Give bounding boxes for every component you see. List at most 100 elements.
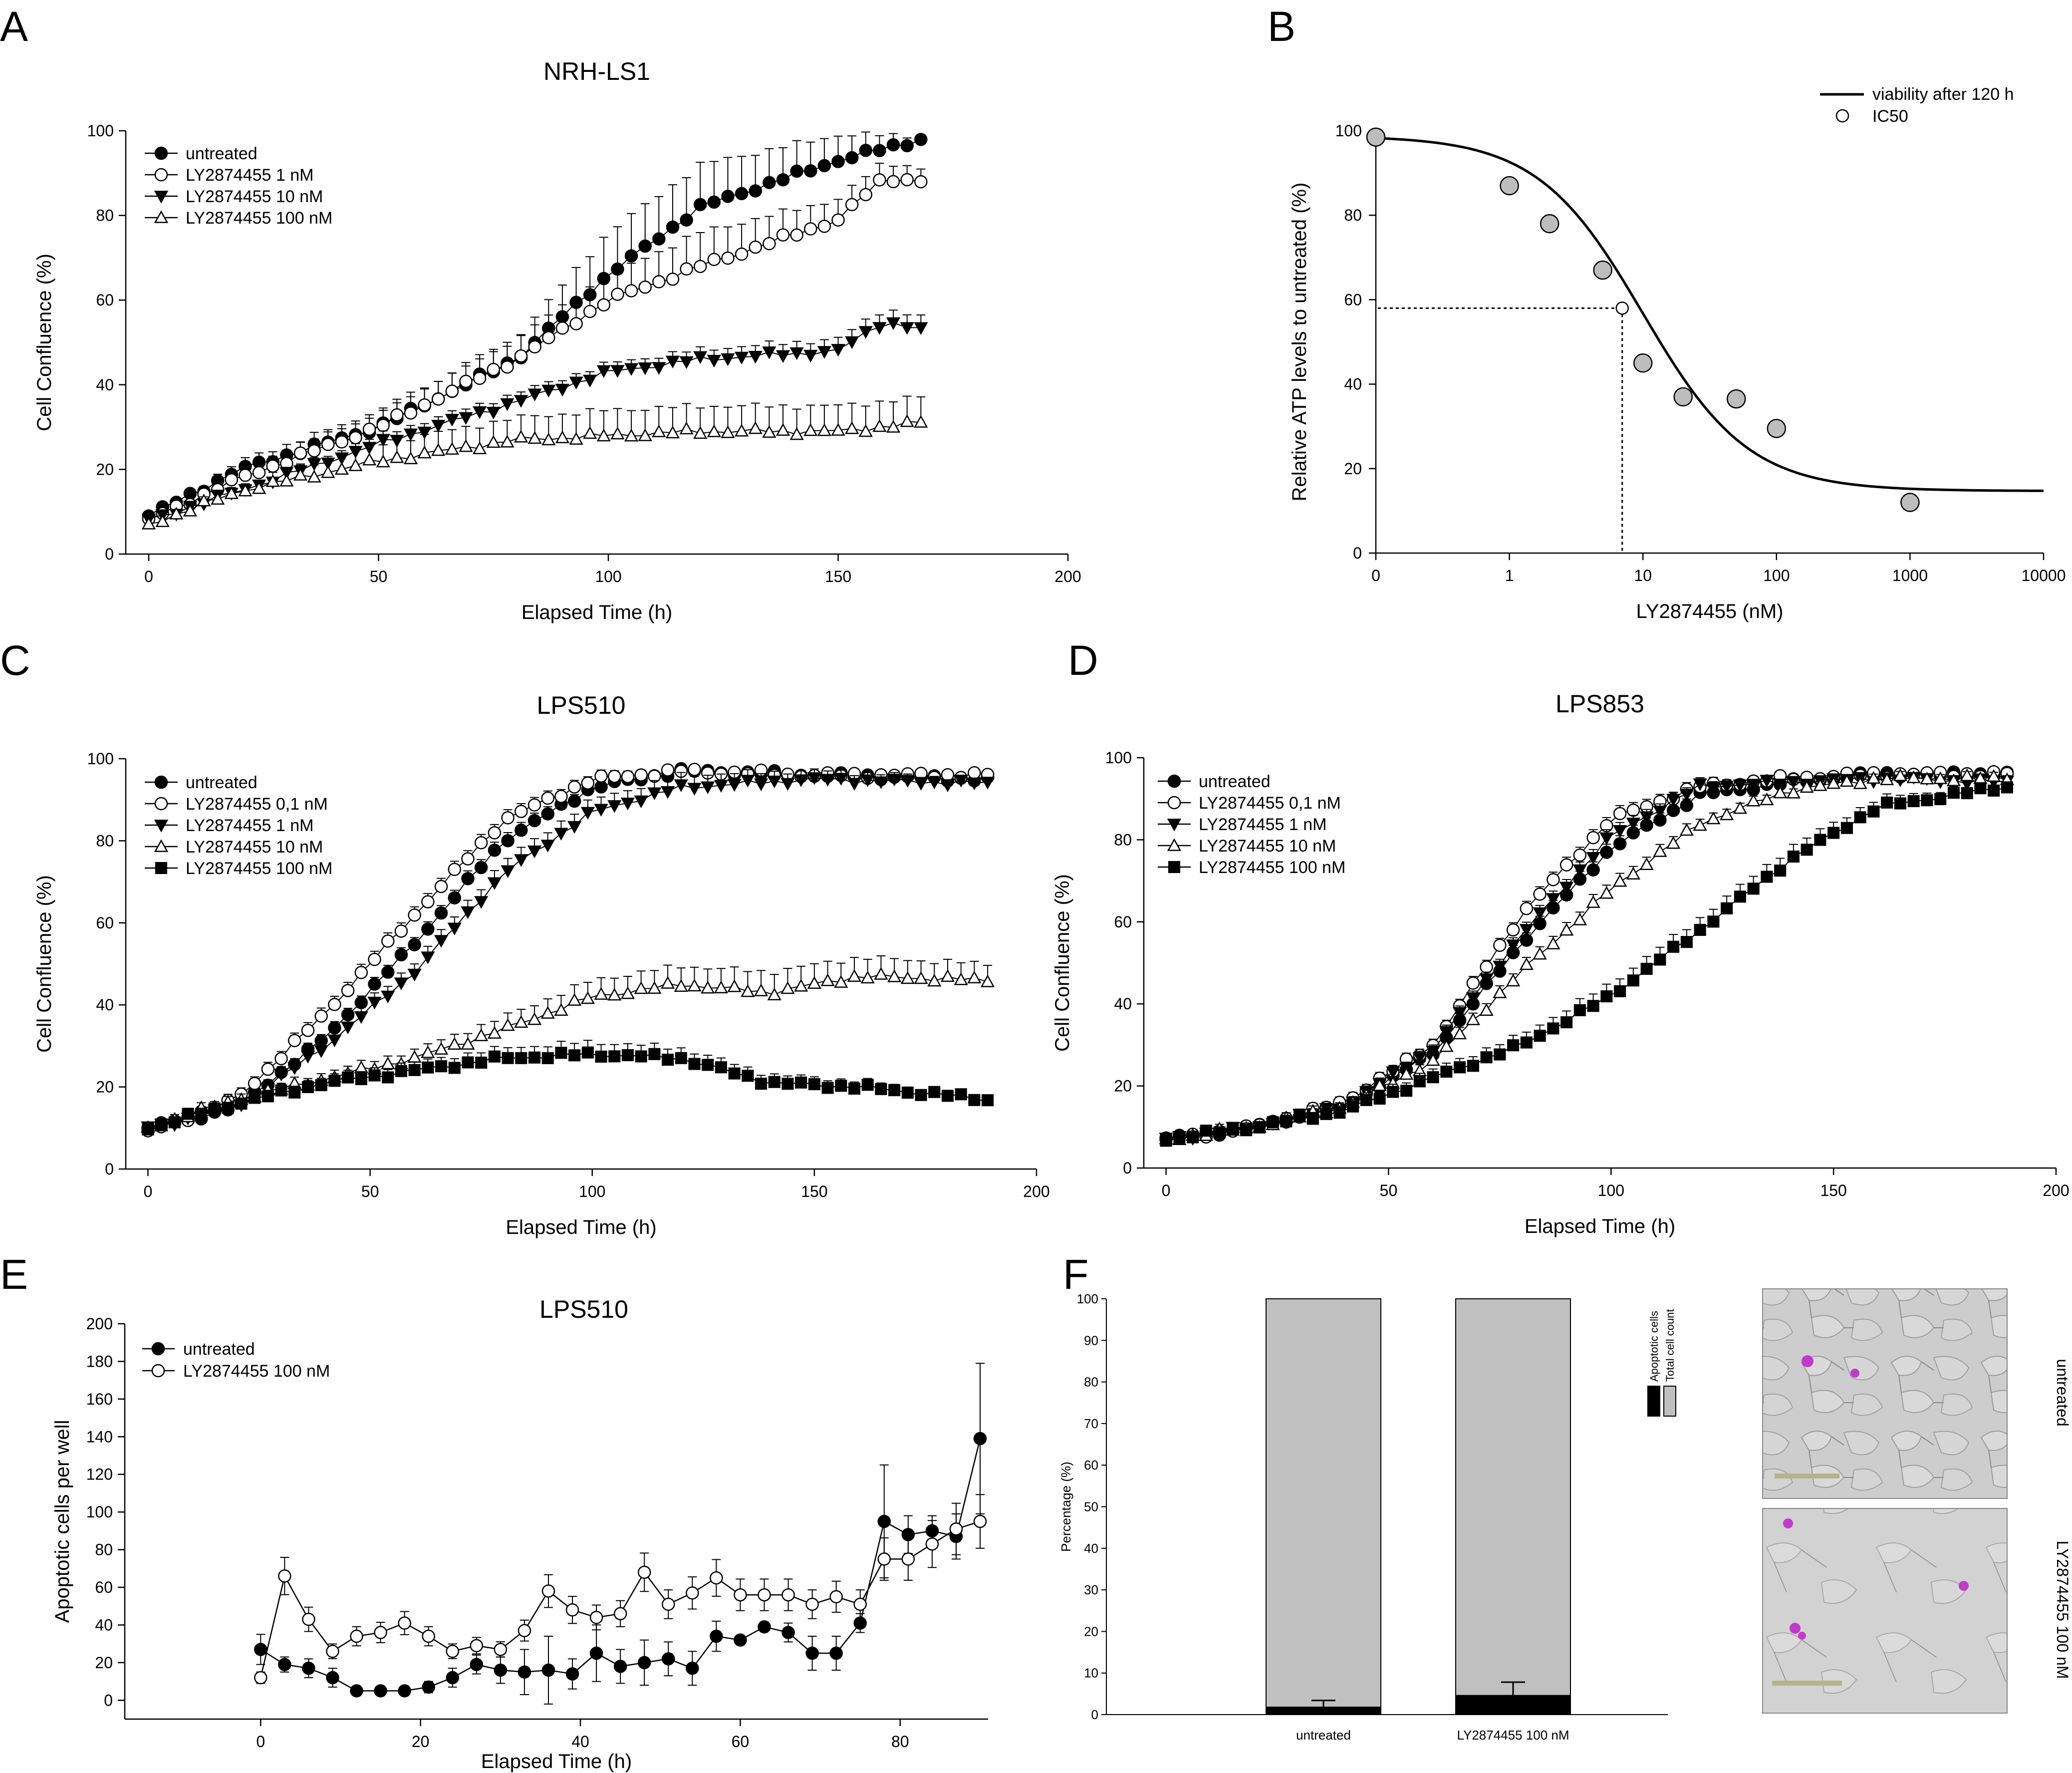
data-point	[662, 1652, 675, 1666]
data-point	[445, 384, 459, 398]
data-point	[238, 483, 253, 497]
data-point	[1187, 1131, 1199, 1144]
data-point	[1426, 1053, 1440, 1066]
data-point	[955, 1088, 967, 1101]
data-point	[701, 781, 715, 794]
data-point	[390, 450, 404, 463]
data-point	[679, 421, 694, 435]
data-point	[1827, 827, 1840, 839]
data-point	[954, 775, 968, 788]
data-point	[940, 779, 955, 793]
data-point	[569, 376, 583, 390]
data-point	[1726, 389, 1746, 409]
data-point	[1867, 805, 1880, 818]
data-point	[1533, 887, 1547, 901]
series-line	[148, 973, 988, 1128]
chart-title: LPS853	[1555, 690, 1644, 718]
data-point	[900, 971, 915, 984]
data-point	[328, 998, 341, 1011]
data-point	[982, 1094, 994, 1107]
data-point	[541, 807, 554, 821]
data-point	[555, 321, 569, 335]
data-point	[540, 840, 555, 853]
data-point	[666, 220, 680, 234]
data-point	[1706, 811, 1721, 825]
data-point	[1721, 902, 1733, 914]
y-tick-label: 20	[96, 460, 114, 478]
y-axis-label: Cell Confluence (%)	[33, 254, 55, 431]
data-point	[1533, 907, 1547, 920]
data-point	[1961, 787, 1973, 800]
apoptotic-cell-marker	[1783, 1518, 1793, 1528]
y-tick-label: 60	[95, 1578, 113, 1596]
data-point	[421, 922, 435, 936]
data-point	[528, 1051, 541, 1064]
data-point	[613, 1607, 627, 1621]
data-point	[1640, 962, 1653, 975]
data-point	[1974, 782, 1987, 795]
data-point	[541, 1052, 554, 1064]
data-point	[459, 439, 473, 452]
x-tick-label: 1	[1505, 567, 1514, 585]
data-point	[1773, 785, 1788, 799]
data-point	[674, 779, 688, 792]
data-point	[1572, 864, 1587, 878]
data-point	[1654, 953, 1666, 966]
data-point	[1506, 939, 1521, 952]
data-point	[381, 1056, 395, 1070]
data-point	[634, 795, 648, 809]
data-point	[1160, 1135, 1172, 1147]
data-point	[1613, 825, 1627, 838]
data-point	[901, 1552, 915, 1566]
panel-label-b: B	[1268, 3, 1295, 50]
data-point	[1412, 1052, 1427, 1065]
y-tick-label: 20	[95, 1654, 113, 1672]
data-point	[394, 924, 408, 938]
data-point	[1894, 797, 1906, 810]
data-point	[417, 426, 432, 440]
y-axis-label: Apoptotic cells per well	[51, 1420, 73, 1623]
data-point	[261, 1062, 275, 1076]
panel-label-d: D	[1068, 637, 1098, 684]
data-point	[1934, 793, 1947, 806]
x-tick-label: 150	[801, 1182, 827, 1200]
data-point	[1547, 1022, 1559, 1035]
x-tick-label: 40	[571, 1733, 589, 1751]
data-point	[1546, 936, 1560, 949]
apoptotic-cell-marker	[1850, 1369, 1859, 1378]
data-point	[1667, 940, 1680, 953]
data-point	[776, 350, 790, 363]
data-point	[327, 1034, 342, 1047]
data-point	[446, 1644, 460, 1658]
micrograph-label-untreated: untreated	[2054, 1359, 2072, 1426]
data-point	[594, 769, 608, 783]
data-point	[817, 220, 831, 233]
x-tick-label: 200	[2043, 1182, 2069, 1199]
data-series	[141, 309, 928, 527]
data-point	[1693, 818, 1707, 831]
data-point	[847, 969, 862, 982]
data-point	[1494, 1048, 1506, 1061]
data-point	[1520, 1036, 1533, 1049]
micrograph-treated	[1762, 1508, 2008, 1714]
data-point	[248, 1077, 261, 1090]
data-point	[594, 987, 608, 1000]
data-point	[763, 176, 776, 189]
data-point	[900, 775, 915, 788]
data-point	[252, 466, 266, 479]
data-point	[734, 351, 749, 365]
data-point	[789, 347, 804, 360]
data-point	[1306, 1113, 1319, 1125]
x-tick-label: 100	[595, 568, 621, 586]
data-point	[1900, 493, 1920, 512]
data-point	[874, 967, 888, 980]
data-point	[637, 1656, 651, 1670]
legend-marker	[1167, 838, 1182, 851]
micrograph-label-treated: LY2874455 100 nM	[2054, 1541, 2072, 1679]
data-point	[817, 346, 832, 359]
data-point	[721, 425, 735, 438]
legend-label: LY2874455 0,1 nM	[1199, 794, 1341, 813]
data-point	[459, 412, 473, 425]
data-point	[886, 317, 901, 330]
data-point	[342, 1071, 354, 1084]
